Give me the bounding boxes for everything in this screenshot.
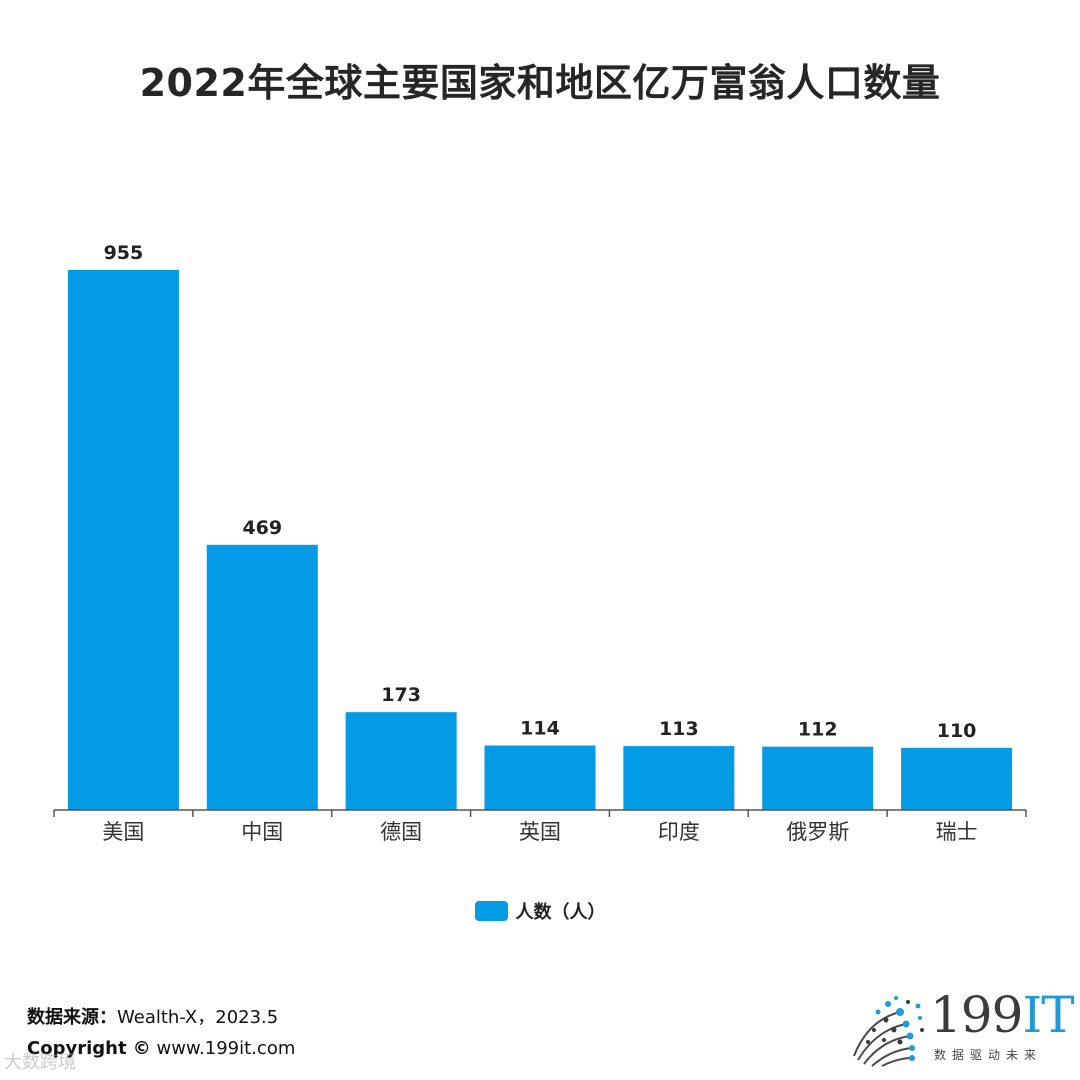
data-source: 数据来源：Wealth-X，2023.5 [27,1003,278,1029]
data-label: 113 [659,718,699,740]
bar [67,270,179,810]
bar [901,747,1013,810]
logo-brand: 199IT [930,986,1075,1044]
watermark: 大数跨境 [4,1048,76,1074]
data-label: 955 [104,242,144,264]
bar [623,746,735,810]
x-tick-label: 美国 [102,820,144,844]
logo-brand-digits: 199 [930,986,1023,1044]
copyright-url: www.199it.com [156,1038,296,1059]
chart-title: 2022年全球主要国家和地区亿万富翁人口数量 [139,61,941,105]
data-label: 173 [381,684,421,706]
copyright-label: Copyright © [27,1038,151,1059]
watermark-text: 大数跨境 [4,1052,76,1073]
x-tick-label: 中国 [241,820,283,844]
legend-label: 人数（人） [515,902,606,923]
brand-logo: 199IT 数据驱动未来 [848,986,1075,1070]
data-label: 469 [242,517,282,539]
copyright: Copyright © www.199it.com [27,1038,295,1059]
x-tick-label: 瑞士 [936,820,978,844]
x-tick-label: 英国 [519,820,561,844]
data-source-label: 数据来源： [27,1007,117,1028]
bar [762,746,874,810]
logo-tagline: 数据驱动未来 [934,1048,1043,1062]
legend: 人数（人） [0,898,1080,924]
data-source-value: Wealth-X，2023.5 [117,1007,279,1028]
x-tick-label: 德国 [380,820,422,844]
data-label: 110 [937,720,977,742]
data-label: 114 [520,718,560,740]
legend-swatch [474,901,508,921]
dot-sphere-logo-icon [853,996,924,1067]
logo-brand-letters: IT [1022,986,1074,1044]
bar [484,745,596,810]
x-tick-label: 俄罗斯 [786,820,849,844]
bar [206,544,318,810]
data-label: 112 [798,719,838,741]
bar [345,712,457,810]
x-tick-label: 印度 [658,820,700,844]
